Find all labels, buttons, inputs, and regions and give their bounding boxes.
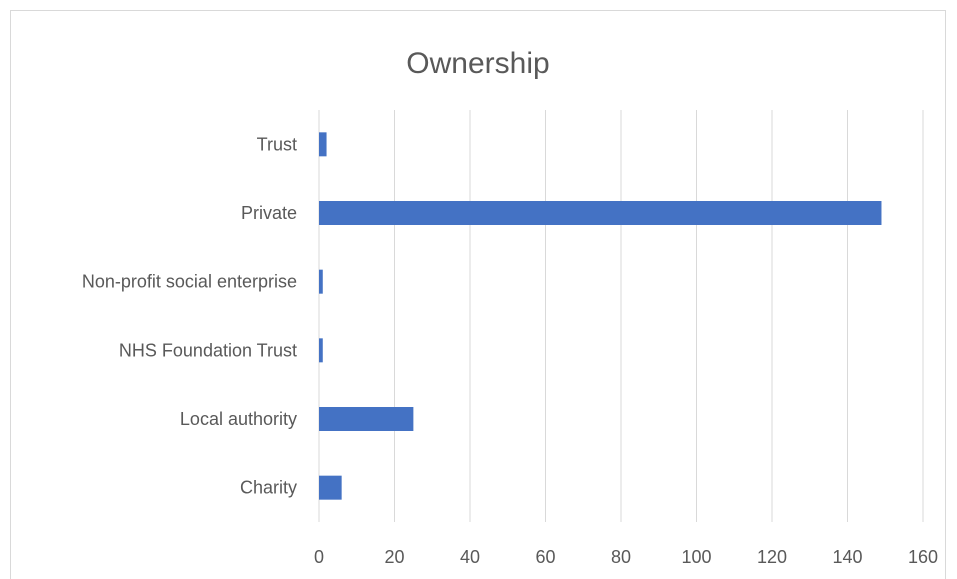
bar-charity: [319, 475, 342, 500]
category-label: Charity: [240, 478, 297, 498]
chart-container: Ownership: [10, 10, 946, 579]
x-tick-label: 120: [757, 547, 787, 567]
bar-non-profit-social-enterprise: [319, 269, 323, 294]
gridlines: [318, 110, 924, 522]
category-label: Non-profit social enterprise: [82, 272, 297, 292]
category-label: NHS Foundation Trust: [119, 340, 297, 360]
x-tick-label: 20: [384, 547, 404, 567]
category-label: Private: [241, 203, 297, 223]
x-tick-label: 100: [681, 547, 711, 567]
category-label: Local authority: [180, 409, 297, 429]
x-tick-label: 160: [908, 547, 938, 567]
bar-trust: [319, 132, 327, 157]
bar-local-authority: [319, 407, 414, 431]
category-labels: Charity Local authority NHS Foundation Tru…: [82, 134, 297, 497]
x-axis-tick-labels: 0 20 40 60 80 100 120 140 160: [314, 547, 938, 567]
bars: [319, 132, 882, 500]
x-tick-label: 60: [535, 547, 555, 567]
category-label: Trust: [257, 134, 297, 154]
bar-nhs-foundation-trust: [319, 338, 323, 363]
chart-title: Ownership: [406, 47, 550, 80]
x-tick-label: 40: [460, 547, 480, 567]
bar-private: [319, 201, 882, 225]
x-tick-label: 80: [611, 547, 631, 567]
x-tick-label: 140: [832, 547, 862, 567]
x-tick-label: 0: [314, 547, 324, 567]
